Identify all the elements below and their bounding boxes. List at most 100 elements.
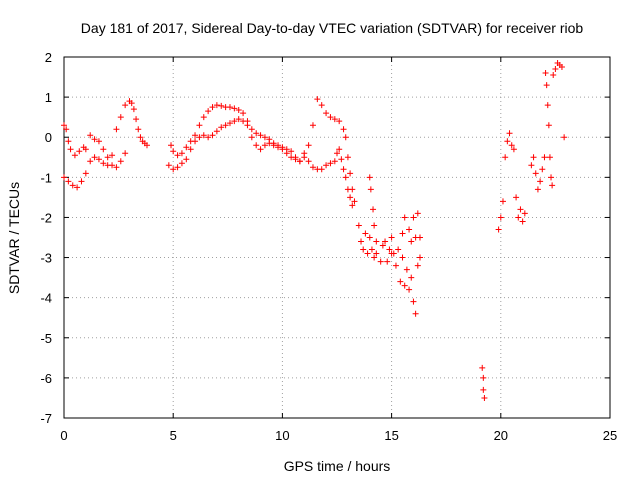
data-point (305, 142, 312, 149)
data-point (61, 122, 67, 129)
data-point (542, 70, 549, 77)
data-point (377, 258, 384, 265)
data-point (104, 154, 111, 161)
x-tick-label: 10 (275, 428, 289, 443)
data-point (397, 278, 404, 285)
data-point (340, 166, 347, 173)
data-point (349, 186, 356, 193)
data-point (74, 184, 81, 191)
data-point (67, 146, 74, 153)
data-point (331, 116, 338, 123)
data-point (327, 114, 334, 121)
data-point (331, 158, 338, 165)
data-point (362, 230, 369, 237)
data-point (408, 238, 415, 245)
data-point (327, 160, 334, 167)
data-point (205, 108, 212, 115)
data-point (401, 214, 408, 221)
data-point (196, 122, 203, 129)
plot-frame (63, 56, 611, 419)
data-point (65, 138, 72, 145)
data-point (504, 138, 511, 145)
data-point (213, 102, 220, 109)
data-point (261, 134, 268, 141)
data-point (95, 156, 102, 163)
data-point (403, 266, 410, 273)
data-point (288, 154, 295, 161)
data-point (336, 146, 343, 153)
data-point (534, 186, 541, 193)
data-point (412, 310, 419, 317)
data-point (244, 122, 251, 129)
data-point (266, 140, 273, 147)
data-point (390, 250, 397, 257)
data-point (231, 118, 238, 125)
data-marks (61, 60, 568, 401)
data-point (226, 120, 233, 127)
data-point (91, 136, 98, 143)
x-axis-label: GPS time / hours (284, 458, 391, 474)
y-tick-label: 0 (45, 130, 52, 145)
data-point (479, 364, 486, 371)
data-point (69, 182, 76, 189)
x-tick-label: 25 (603, 428, 617, 443)
data-point (122, 150, 129, 157)
data-point (122, 102, 129, 109)
data-point (388, 234, 395, 241)
data-point (561, 134, 568, 141)
data-point (410, 214, 417, 221)
data-point (521, 210, 528, 217)
data-point (366, 174, 373, 181)
data-point (205, 134, 212, 141)
data-point (82, 170, 89, 177)
data-point (342, 134, 349, 141)
data-point (355, 222, 362, 229)
data-point (549, 182, 556, 189)
y-tick-label: -5 (40, 331, 52, 346)
data-point (314, 96, 321, 103)
y-tick-label: -2 (40, 210, 52, 225)
data-point (414, 210, 421, 217)
data-point (135, 126, 142, 133)
data-point (386, 246, 393, 253)
data-point (349, 202, 356, 209)
data-point (416, 234, 423, 241)
data-point (481, 394, 488, 401)
data-point (200, 114, 207, 121)
data-point (480, 386, 487, 393)
data-point (235, 116, 242, 123)
data-point (406, 286, 413, 293)
data-point (196, 134, 203, 141)
data-point (532, 170, 539, 177)
data-point (168, 142, 175, 149)
data-point (371, 222, 378, 229)
data-point (257, 146, 264, 153)
data-point (499, 198, 506, 205)
data-point (344, 154, 351, 161)
data-point (100, 160, 107, 167)
data-point (192, 138, 199, 145)
data-point (502, 154, 509, 161)
data-point (368, 246, 375, 253)
data-point (545, 122, 552, 129)
data-point (414, 262, 421, 269)
data-point (117, 114, 124, 121)
data-point (279, 146, 286, 153)
data-point (218, 124, 225, 131)
data-point (301, 154, 308, 161)
data-point (334, 150, 340, 157)
data-point (183, 156, 190, 163)
y-tick-label: -7 (40, 411, 52, 426)
y-tick-label: -1 (40, 170, 52, 185)
data-point (187, 146, 194, 153)
data-point (513, 194, 520, 201)
data-point (257, 132, 264, 139)
data-point (248, 134, 255, 141)
data-point (283, 150, 290, 157)
data-point (318, 166, 325, 173)
x-tick-label: 0 (60, 428, 67, 443)
y-axis-label: SDTVAR / TECUs (6, 182, 22, 294)
data-point (370, 206, 377, 213)
data-point (117, 158, 124, 165)
